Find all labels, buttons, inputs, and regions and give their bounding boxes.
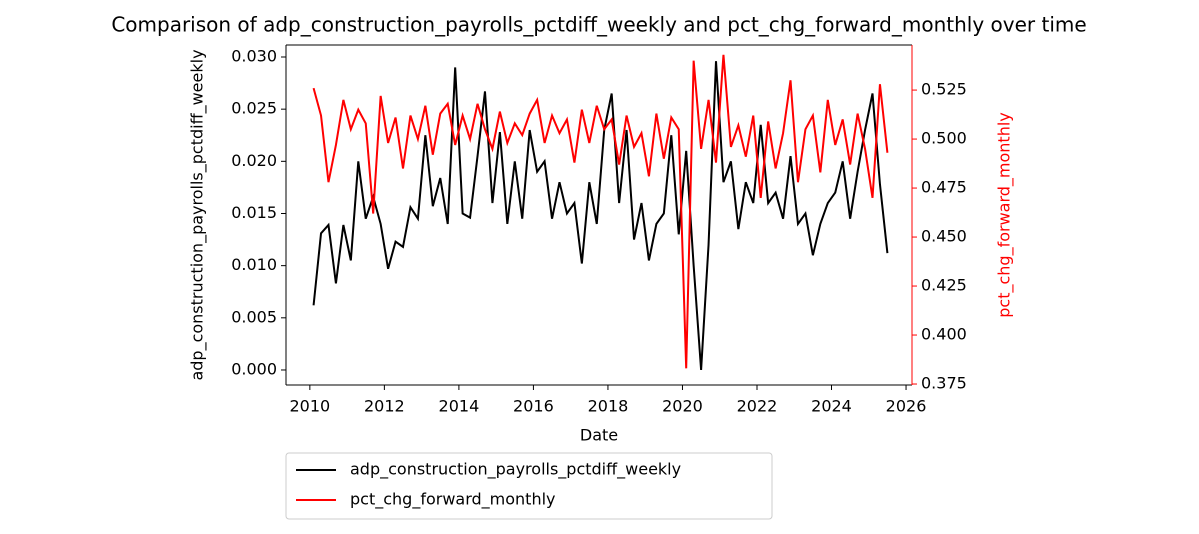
- x-tick-label: 2018: [588, 397, 629, 416]
- y2-tick-label: 0.400: [921, 325, 967, 344]
- legend-label: pct_chg_forward_monthly: [350, 490, 556, 510]
- x-tick-label: 2022: [737, 397, 778, 416]
- legend-label: adp_construction_payrolls_pctdiff_weekly: [350, 460, 681, 480]
- x-tick-label: 2012: [364, 397, 405, 416]
- legend-box: [285, 452, 773, 520]
- y-tick-label: 0.025: [231, 99, 277, 118]
- x-axis-label: Date: [580, 426, 618, 445]
- y2-tick-label: 0.425: [921, 276, 967, 295]
- y-tick-label: 0.030: [231, 46, 277, 65]
- chart-title: Comparison of adp_construction_payrolls_…: [111, 13, 1086, 37]
- y-tick-label: 0.005: [231, 307, 277, 326]
- y-tick-label: 0.015: [231, 203, 277, 222]
- y2-tick-label: 0.500: [921, 129, 967, 148]
- x-tick-label: 2024: [811, 397, 852, 416]
- y2-tick-label: 0.475: [921, 178, 967, 197]
- y2-tick-label: 0.450: [921, 227, 967, 246]
- x-tick-label: 2014: [439, 397, 480, 416]
- series-line: [312, 61, 889, 371]
- y2-tick-label: 0.525: [921, 80, 967, 99]
- y2-tick-label: 0.375: [921, 374, 967, 393]
- x-tick-label: 2016: [513, 397, 554, 416]
- y2-axis-label: pct_chg_forward_monthly: [995, 112, 1015, 318]
- y-tick-label: 0.020: [231, 151, 277, 170]
- series-line: [312, 54, 889, 369]
- y-tick-label: 0.010: [231, 255, 277, 274]
- x-tick-label: 2020: [662, 397, 703, 416]
- x-tick-label: 2026: [886, 397, 927, 416]
- y-tick-label: 0.000: [231, 359, 277, 378]
- y-axis-label: adp_construction_payrolls_pctdiff_weekly: [188, 49, 208, 380]
- x-tick-label: 2010: [289, 397, 330, 416]
